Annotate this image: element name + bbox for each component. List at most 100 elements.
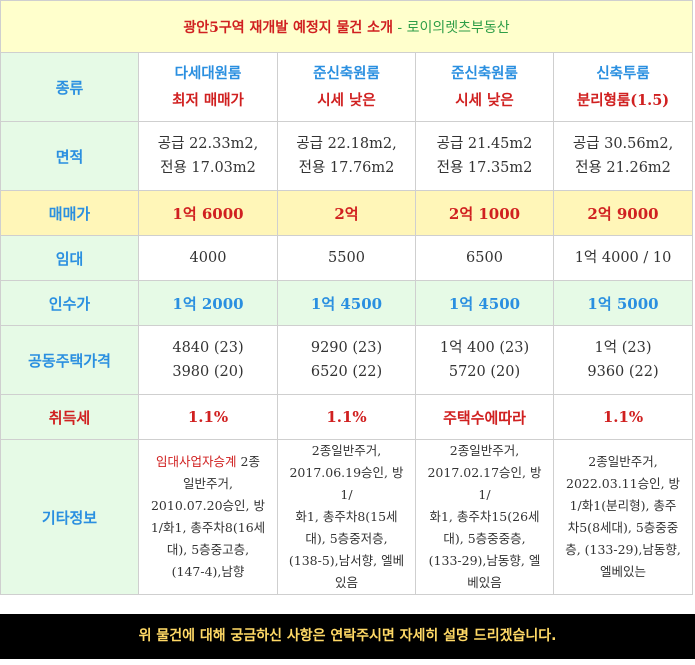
etc-highlight: 임대사업자승계 [156, 454, 237, 469]
etc-line: 1/화1, 총주차8(16세 [150, 520, 266, 535]
rent-cell: 4000 [138, 235, 278, 281]
etc-line: 2종일반주거, [588, 454, 658, 469]
etc-line: 2017.02.17승인, 방1/ [427, 465, 542, 502]
etc-line: 엘베있는 [600, 564, 647, 579]
etc-line: 대), 5층중저층, [305, 531, 388, 546]
area-exclusive: 전용 17.76m2 [298, 160, 395, 176]
takeover-cell: 1억 5000 [552, 280, 694, 326]
etc-line: 1/화1(분리형), 총주 [569, 498, 677, 513]
public-price-cell: 4840 (23) 3980 (20) [138, 325, 278, 395]
title-sub: 로이의렛츠부동산 [406, 19, 510, 36]
etc-line: 2010.07.20승인, 방 [150, 498, 266, 513]
row-public-price: 공동주택가격 4840 (23) 3980 (20) 9290 (23) 6520 … [0, 325, 694, 395]
row-takeover: 인수가 1억 2000 1억 4500 1억 4500 1억 5000 [0, 280, 694, 326]
title-row: 광안5구역 재개발 예정지 물건 소개 - 로이의렛츠부동산 [0, 0, 694, 53]
public-price-recent: 9290 (23) [310, 340, 383, 356]
type-line2: 최저 매매가 [172, 92, 244, 109]
public-price-cell: 9290 (23) 6520 (22) [277, 325, 416, 395]
etc-line: 베있음 [467, 575, 502, 590]
public-price-recent: 1억 (23) [594, 340, 652, 356]
title-main: 광안5구역 재개발 예정지 물건 소개 [183, 19, 393, 36]
public-price-previous: 5720 (20) [448, 364, 521, 380]
etc-line: 2022.03.11승인, 방 [566, 476, 681, 491]
area-supply: 공급 21.45m2 [436, 136, 533, 152]
etc-line: 화1, 총주차8(15세 [295, 509, 398, 524]
area-cell: 공급 21.45m2 전용 17.35m2 [415, 121, 554, 191]
etc-line: 화1, 총주차15(26세 [429, 509, 540, 524]
etc-line: (133-29),남동향, 엘 [428, 553, 541, 568]
etc-line: 대), 5층중고층, [166, 542, 250, 557]
row-label-takeover: 인수가 [0, 280, 139, 326]
row-label-area: 면적 [0, 121, 139, 191]
row-label-type: 종류 [0, 52, 139, 122]
etc-line: 있음 [334, 575, 358, 590]
acq-tax-cell: 1.1% [552, 394, 694, 440]
type-line1: 신축투룸 [596, 65, 650, 82]
type-line1: 준신축원룸 [451, 65, 518, 82]
etc-cell: 임대사업자승계 2종 일반주거, 2010.07.20승인, 방 1/화1, 총… [138, 439, 278, 595]
takeover-cell: 1억 4500 [415, 280, 554, 326]
public-price-previous: 9360 (22) [587, 364, 659, 380]
type-line1: 준신축원룸 [313, 65, 380, 82]
takeover-cell: 1억 2000 [138, 280, 278, 326]
acq-tax-cell: 1.1% [277, 394, 416, 440]
title-separator: - [392, 19, 407, 36]
price-cell: 1억 6000 [138, 190, 278, 236]
acq-tax-cell: 주택수에따라 [415, 394, 554, 440]
page-title: 광안5구역 재개발 예정지 물건 소개 - 로이의렛츠부동산 [0, 0, 694, 53]
acq-tax-cell: 1.1% [138, 394, 278, 440]
etc-line: 2종일반주거, [311, 443, 382, 458]
price-cell: 2억 9000 [552, 190, 694, 236]
area-supply: 공급 30.56m2, [572, 136, 674, 152]
rent-cell: 6500 [415, 235, 554, 281]
rent-cell: 5500 [277, 235, 416, 281]
area-supply: 공급 22.33m2, [157, 136, 259, 152]
area-exclusive: 전용 17.35m2 [436, 160, 533, 176]
row-etc: 기타정보 임대사업자승계 2종 일반주거, 2010.07.20승인, 방 1/… [0, 439, 694, 595]
type-line2: 분리형룸(1.5) [576, 92, 670, 109]
etc-line: (138-5),남서향, 엘베 [288, 553, 405, 568]
type-line2: 시세 낮은 [317, 92, 376, 109]
etc-cell: 2종일반주거, 2017.02.17승인, 방1/ 화1, 총주차15(26세 … [415, 439, 554, 595]
public-price-recent: 4840 (23) [172, 340, 244, 356]
area-exclusive: 전용 21.26m2 [575, 160, 671, 176]
etc-cell: 2종일반주거, 2017.06.19승인, 방1/ 화1, 총주차8(15세 대… [277, 439, 416, 595]
row-label-acq-tax: 취득세 [0, 394, 139, 440]
row-area: 면적 공급 22.33m2, 전용 17.03m2 공급 22.18m2, 전용 1… [0, 121, 694, 191]
etc-line: 일반주거, [183, 476, 233, 491]
etc-line: (147-4),남향 [171, 564, 245, 579]
etc-line: 2017.06.19승인, 방1/ [289, 465, 404, 502]
etc-line: 차5(8세대), 5층중중 [567, 520, 679, 535]
type-line2: 시세 낮은 [455, 92, 514, 109]
price-cell: 2억 [277, 190, 416, 236]
public-price-previous: 6520 (22) [310, 364, 383, 380]
row-rent: 임대 4000 5500 6500 1억 4000 / 10 [0, 235, 694, 281]
etc-line: 2종 [236, 454, 260, 469]
etc-line: 층, (133-29),남동향, [565, 542, 681, 557]
price-cell: 2억 1000 [415, 190, 554, 236]
row-label-etc: 기타정보 [0, 439, 139, 595]
area-supply: 공급 22.18m2, [296, 136, 397, 152]
public-price-cell: 1억 400 (23) 5720 (20) [415, 325, 554, 395]
row-label-price: 매매가 [0, 190, 139, 236]
etc-cell: 2종일반주거, 2022.03.11승인, 방 1/화1(분리형), 총주 차5… [552, 439, 694, 595]
area-cell: 공급 30.56m2, 전용 21.26m2 [552, 121, 694, 191]
row-acq-tax: 취득세 1.1% 1.1% 주택수에따라 1.1% [0, 394, 694, 440]
row-label-rent: 임대 [0, 235, 139, 281]
rent-cell: 1억 4000 / 10 [552, 235, 694, 281]
etc-line: 2종일반주거, [449, 443, 520, 458]
area-exclusive: 전용 17.03m2 [160, 160, 256, 176]
public-price-recent: 1억 400 (23) [439, 340, 530, 356]
area-cell: 공급 22.33m2, 전용 17.03m2 [138, 121, 278, 191]
public-price-cell: 1억 (23) 9360 (22) [552, 325, 694, 395]
area-cell: 공급 22.18m2, 전용 17.76m2 [277, 121, 416, 191]
row-label-public-price: 공동주택가격 [0, 325, 139, 395]
etc-line: 대), 5층중중층, [443, 531, 526, 546]
public-price-previous: 3980 (20) [172, 364, 244, 380]
type-line1: 다세대원룸 [174, 65, 242, 82]
